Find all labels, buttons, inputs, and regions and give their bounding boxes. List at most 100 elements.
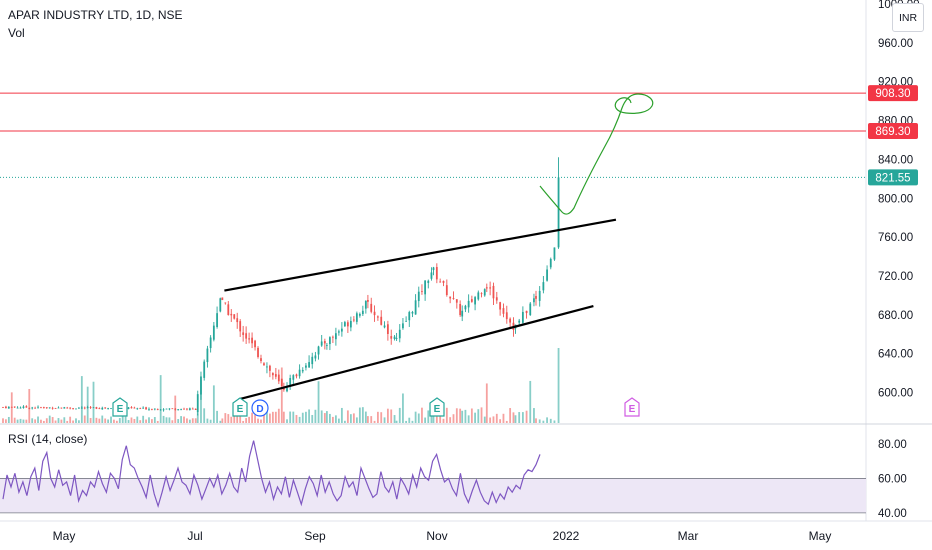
volume-bar [124,416,127,423]
candle-body [63,407,66,409]
candle [343,320,346,328]
hand-drawn-projection[interactable] [539,93,654,215]
candle [28,407,31,410]
symbol-title[interactable]: APAR INDUSTRY LTD, 1D, NSE [8,8,183,22]
volume-bar [54,420,57,423]
candle-body [334,333,337,340]
volume-bar [414,411,417,423]
volume-bar [477,409,480,423]
earnings-marker[interactable]: E [624,397,640,417]
candle [42,406,45,409]
candle-body [83,407,86,409]
volume-legend[interactable]: Vol [8,26,25,40]
candle-body [153,408,156,410]
candle [376,315,379,321]
candle-body [538,290,541,301]
candle-body [311,356,314,365]
candle-body [233,314,236,319]
trendline[interactable] [238,305,594,401]
candle [499,301,502,316]
volume-bar [538,419,541,423]
candle-body [557,177,560,248]
candle [75,408,77,410]
candle-body [257,347,259,357]
volume-bar [485,383,488,423]
candle [86,405,89,409]
rsi-series-line [2,440,541,509]
candle-body [305,365,307,368]
candle [212,321,215,342]
volume-bar [470,408,473,423]
candle-body [449,296,452,299]
volume-bar [502,413,505,423]
candle-body [200,376,202,395]
volume-bar [227,414,230,423]
candle [411,310,414,318]
candle [455,299,458,309]
candle-body [502,308,505,314]
candle-body [206,348,209,363]
candle-body [251,337,253,344]
volume-bar [352,413,355,423]
volume-bar [188,419,191,423]
candle-body [34,407,37,409]
candle [424,280,427,301]
volume-bar [349,414,352,423]
time-tick-label: Sep [304,529,326,543]
volume-bar [340,407,343,423]
candle-body [180,409,183,411]
earnings-marker[interactable]: E [112,397,128,417]
candle [277,369,280,385]
level-tag-908[interactable]: 908.30 [868,85,918,102]
candle-body [395,338,398,340]
candle-body [89,407,92,408]
candle-body [107,408,110,409]
volume-bar [474,412,476,423]
candle [221,297,224,301]
candle-body [51,407,54,409]
volume-bar [521,412,524,423]
candle [405,316,408,322]
candle [483,288,486,297]
candle [239,319,242,337]
volume-bar [219,420,222,423]
earnings-marker[interactable]: E [232,397,248,417]
candle-body [186,408,188,410]
candle-body [69,407,72,409]
candle-body [398,329,401,339]
trendline[interactable] [224,218,617,292]
volume-bar [191,418,194,423]
candle-body [323,341,326,344]
candle [209,335,212,353]
earnings-marker[interactable]: E [429,397,445,417]
candle-body [227,304,230,315]
volume-bar [216,410,218,423]
candle [430,267,433,281]
volume-bar [557,348,560,423]
currency-badge[interactable]: INR [892,3,924,32]
rsi-legend[interactable]: RSI (14, close) [8,432,88,446]
candle-body [242,332,245,335]
volume-bar [432,410,435,423]
candle [298,364,301,379]
candle [489,281,492,296]
dividend-marker[interactable]: D [251,399,269,417]
candle [449,296,452,304]
volume-bar [427,410,430,423]
volume-bar [151,419,153,423]
volume-bar [421,407,423,423]
candle-body [148,408,150,410]
volume-bar [206,418,209,423]
candle [553,247,556,261]
candle [130,406,133,409]
level-tag-869[interactable]: 869.30 [868,122,918,139]
volume-bar [499,419,502,423]
volume-bar [127,420,130,423]
candle-body [492,285,495,299]
candle-body [239,321,242,332]
candle-body [352,319,355,321]
candle [292,374,295,386]
volume-bar [373,420,376,423]
candle [34,406,37,409]
